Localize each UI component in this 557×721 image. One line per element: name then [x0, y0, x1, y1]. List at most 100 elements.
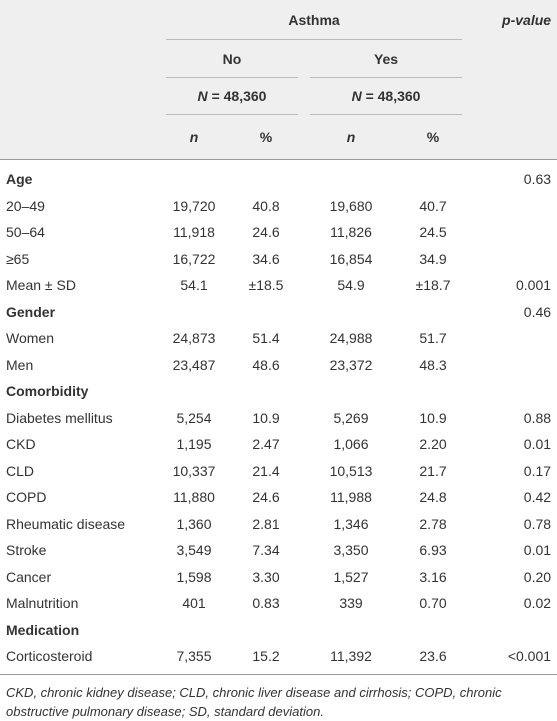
- cell: 16,854: [329, 250, 373, 267]
- empty-cell: [468, 352, 557, 379]
- n-symbol: N: [197, 88, 208, 104]
- data-row: Mean ± SD 54.1 ±18.5 54.9 ±18.7 0.001: [0, 272, 557, 299]
- empty-cell: [468, 325, 557, 352]
- row-label: 50–64: [6, 224, 45, 241]
- row-label: Corticosteroid: [0, 643, 160, 675]
- empty-cell: [228, 378, 304, 405]
- row-label: CLD: [6, 462, 35, 479]
- cell: 24.5: [419, 224, 447, 241]
- empty-cell: [398, 617, 468, 644]
- row-label: COPD: [6, 489, 47, 506]
- cell: ±18.5: [248, 277, 284, 294]
- row-label: ≥65: [6, 250, 30, 267]
- cell: 24,873: [172, 330, 216, 347]
- section-label: Age: [6, 171, 33, 188]
- n-value: = 48,360: [211, 88, 267, 104]
- cell: 2.20: [419, 436, 447, 453]
- row-label: Rheumatic disease: [6, 515, 126, 532]
- cell: 1,360: [176, 515, 212, 532]
- table-header: Asthma p-value No Yes N = 48,360 N = 48,…: [0, 0, 557, 160]
- p-value: 0.46: [523, 303, 552, 320]
- data-row: Men 23,487 48.6 23,372 48.3: [0, 352, 557, 379]
- empty-cell: [228, 299, 304, 326]
- p-value: 0.78: [523, 515, 552, 532]
- cell: 3.16: [419, 568, 447, 585]
- empty-cell: [304, 378, 398, 405]
- cell: 40.8: [252, 197, 280, 214]
- empty-cell: [304, 160, 398, 193]
- empty-cell: [304, 617, 398, 644]
- cell: 24.8: [419, 489, 447, 506]
- subgroup-header: Yes: [310, 40, 463, 78]
- section-row: Age 0.63: [0, 160, 557, 193]
- cell: 40.7: [419, 197, 447, 214]
- empty-cell: [160, 617, 228, 644]
- cell: 11,880: [173, 489, 215, 506]
- cell: 1,598: [176, 568, 212, 585]
- cell: 0.70: [419, 595, 447, 612]
- data-row: CKD 1,195 2.47 1,066 2.20 0.01: [0, 431, 557, 458]
- row-label: Men: [6, 356, 34, 373]
- data-row: Diabetes mellitus 5,254 10.9 5,269 10.9 0.88: [0, 405, 557, 432]
- cell: 5,254: [176, 409, 212, 426]
- cell: 7,355: [160, 643, 228, 675]
- empty-cell: [468, 378, 557, 405]
- p-value: 0.001: [516, 277, 552, 294]
- p-value: 0.01: [523, 542, 552, 559]
- p-value: <0.001: [468, 643, 557, 675]
- cell: 54.1: [180, 277, 208, 294]
- cell: 10.9: [252, 409, 280, 426]
- cell: 10.9: [419, 409, 447, 426]
- empty-cell: [468, 617, 557, 644]
- cell: 1,066: [333, 436, 369, 453]
- cell: 21.7: [419, 462, 447, 479]
- row-label: CKD: [6, 436, 36, 453]
- empty-cell: [228, 160, 304, 193]
- empty-cell: [228, 617, 304, 644]
- data-row: CLD 10,337 21.4 10,513 21.7 0.17: [0, 458, 557, 485]
- p-value: 0.88: [523, 409, 552, 426]
- data-row: Malnutrition 401 0.83 339 0.70 0.02: [0, 590, 557, 617]
- p-value: 0.20: [523, 568, 552, 585]
- col-header: n: [346, 129, 356, 145]
- cell: 51.7: [419, 330, 447, 347]
- data-row: Stroke 3,549 7.34 3,350 6.93 0.01: [0, 537, 557, 564]
- section-label: Gender: [6, 303, 56, 320]
- cell: 19,680: [329, 197, 373, 214]
- data-row: 50–64 11,918 24.6 11,826 24.5: [0, 219, 557, 246]
- cell: 2.47: [252, 436, 280, 453]
- p-value-header: p-value: [502, 12, 552, 28]
- n-header: N = 48,360: [166, 78, 298, 115]
- cell: 23,487: [172, 356, 216, 373]
- cell: 11,392: [304, 643, 398, 675]
- p-value: 0.01: [523, 436, 552, 453]
- empty-cell: [398, 378, 468, 405]
- cell: 1,195: [176, 436, 212, 453]
- cell: 23,372: [329, 356, 373, 373]
- cell: 34.6: [252, 250, 280, 267]
- subgroup-header: No: [166, 40, 298, 78]
- row-label: Stroke: [6, 542, 47, 559]
- cell: 16,722: [172, 250, 216, 267]
- cell: 2.81: [252, 515, 280, 532]
- col-header: %: [259, 129, 273, 145]
- data-row: Corticosteroid 7,355 15.2 11,392 23.6 <0.001: [0, 643, 557, 675]
- cell: 0.83: [252, 595, 280, 612]
- cell: 19,720: [172, 197, 216, 214]
- cell: 2.78: [419, 515, 447, 532]
- cell: 5,269: [333, 409, 369, 426]
- empty-cell: [304, 299, 398, 326]
- cell: 48.6: [252, 356, 280, 373]
- data-row: Cancer 1,598 3.30 1,527 3.16 0.20: [0, 564, 557, 591]
- col-header: %: [426, 129, 440, 145]
- data-row: 20–49 19,720 40.8 19,680 40.7: [0, 193, 557, 220]
- group-header: Asthma: [166, 0, 463, 40]
- cell: 1,346: [333, 515, 369, 532]
- cell: 54.9: [337, 277, 365, 294]
- cell: 11,918: [173, 224, 215, 241]
- section-label: Medication: [6, 621, 80, 638]
- row-label: Mean ± SD: [6, 277, 76, 294]
- data-row: COPD 11,880 24.6 11,988 24.8 0.42: [0, 484, 557, 511]
- data-table: Asthma p-value No Yes N = 48,360 N = 48,…: [0, 0, 557, 675]
